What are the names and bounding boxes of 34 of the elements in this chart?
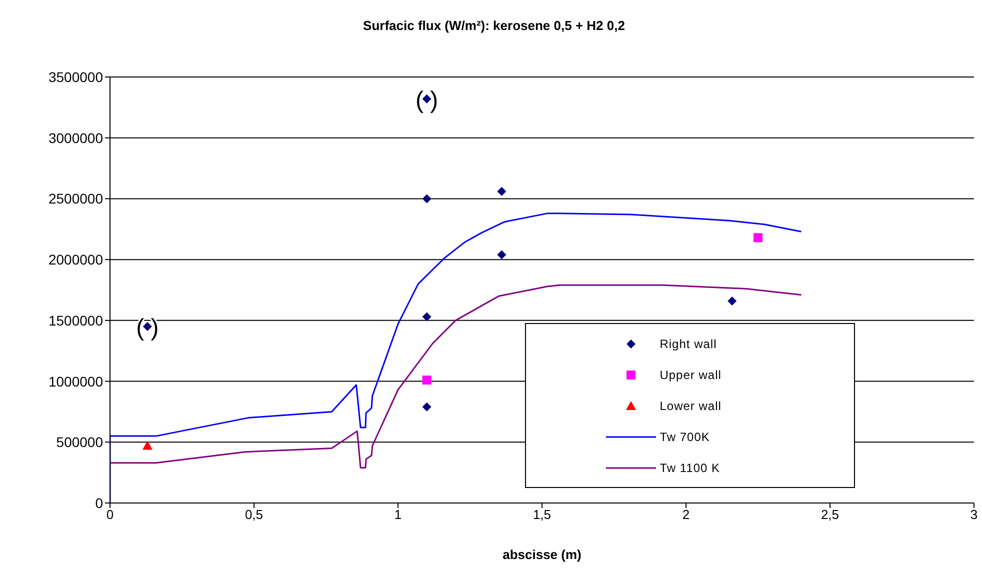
point [497, 186, 506, 196]
point [422, 376, 432, 385]
annotation: ( ) [136, 314, 159, 342]
point [142, 440, 152, 450]
x-tick-label: 0,5 [244, 507, 264, 522]
legend-label: Upper wall [660, 368, 722, 382]
y-tick-label: 0 [95, 494, 104, 511]
point [422, 194, 432, 204]
point [422, 402, 432, 412]
point [754, 233, 762, 242]
y-tick-label: 500000 [56, 434, 104, 450]
x-tick-label: 3 [970, 507, 978, 522]
x-tick-label: 1 [394, 507, 402, 522]
x-tick-label: 0 [106, 507, 114, 522]
y-tick-label: 3500000 [48, 68, 104, 85]
y-tick-label: 2500000 [48, 190, 104, 207]
x-tick-label: 2 [682, 507, 690, 522]
x-tick-label: 2,5 [820, 507, 840, 522]
y-tick-label: 2000000 [48, 252, 104, 268]
y-tick-label: 3000000 [48, 130, 104, 146]
point [728, 296, 737, 306]
line-series [110, 212, 802, 503]
legend-label: Tw 700K [660, 430, 710, 444]
y-tick-label: 1500000 [48, 312, 104, 328]
x-axis-title: abscisse (m) [502, 547, 582, 562]
point [422, 312, 432, 322]
y-tick-label: 1000000 [48, 373, 104, 390]
legend-label: Tw 1100 K [660, 460, 720, 474]
chart-title: Surfacic flux (W/m²): kerosene 0,5 + H2 0,2 [362, 18, 626, 33]
x-tick-label: 1,5 [532, 507, 552, 522]
legend-label: Right wall [660, 336, 717, 350]
legend-label: Lower wall [660, 398, 722, 412]
annotation: ( ) [415, 86, 438, 114]
point [497, 250, 506, 260]
